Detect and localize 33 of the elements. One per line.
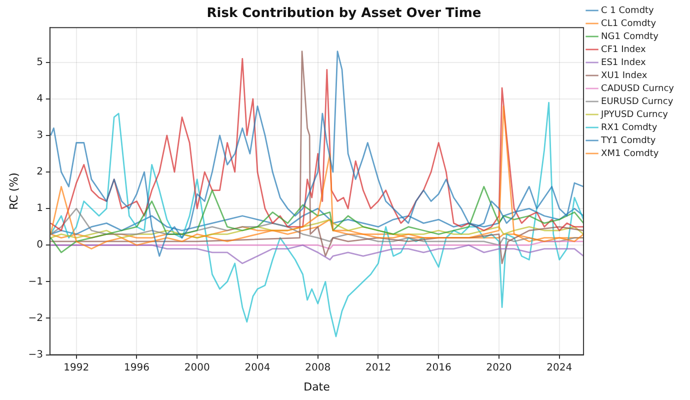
x-axis-title: Date <box>304 380 330 394</box>
legend-label: ES1 Index <box>601 58 646 68</box>
x-tick-label: 1996 <box>124 362 150 374</box>
legend-label: CL1 Comdty <box>601 18 657 29</box>
legend-label: RX1 Comdty <box>601 122 658 133</box>
x-tick-label: 2016 <box>426 362 452 374</box>
legend-label: JPYUSD Curncy <box>600 110 669 120</box>
legend-label: XU1 Index <box>601 70 648 81</box>
y-tick-label: −1 <box>28 276 43 288</box>
legend-label: XM1 Comdty <box>601 148 660 159</box>
y-tick-label: 2 <box>36 166 43 178</box>
y-tick-label: 1 <box>36 203 43 214</box>
legend-label: EURUSD Curncy <box>601 96 674 107</box>
legend-label: NG1 Comdty <box>601 32 660 42</box>
y-tick-label: −3 <box>28 349 43 360</box>
y-tick-label: 0 <box>36 240 43 251</box>
legend-label: C 1 Comdty <box>601 6 655 16</box>
legend-label: CF1 Index <box>601 44 647 55</box>
x-tick-label: 2000 <box>184 362 210 374</box>
x-tick-label: 2020 <box>486 362 512 374</box>
x-tick-label: 2012 <box>366 362 391 374</box>
y-tick-label: −2 <box>28 312 43 324</box>
y-tick-label: 4 <box>36 93 43 104</box>
x-tick-label: 2004 <box>244 362 270 374</box>
chart-title: Risk Contribution by Asset Over Time <box>206 6 482 22</box>
y-axis-title: RC (%) <box>7 172 20 210</box>
x-tick-label: 2024 <box>546 362 572 374</box>
legend-label: TY1 Comdty <box>600 136 656 146</box>
x-tick-label: 2008 <box>305 362 331 374</box>
x-tick-label: 1992 <box>64 362 90 374</box>
legend-label: CADUSD Curncy <box>601 84 675 94</box>
y-tick-label: 3 <box>36 130 43 142</box>
y-tick-label: 5 <box>36 56 43 68</box>
